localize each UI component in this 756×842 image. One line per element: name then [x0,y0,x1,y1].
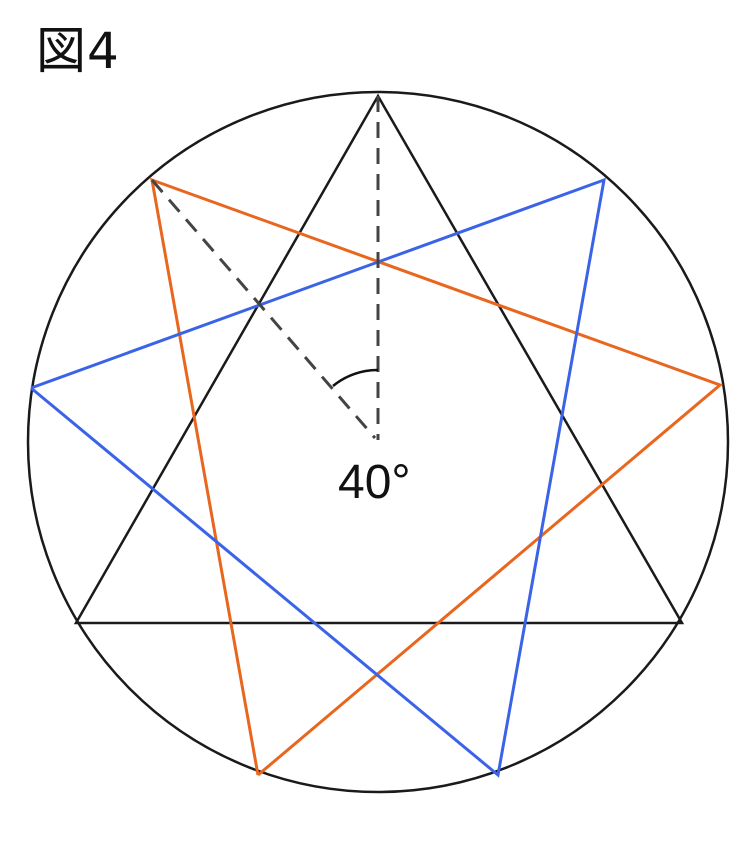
inscribed-triangle [73,93,685,625]
blue-star-path [30,177,606,778]
figure-label: 図4 [36,22,120,80]
outer-circle [26,90,730,794]
orange-star-path [150,177,723,777]
dashed-radius-diagonal [150,179,377,439]
angle-arc [332,368,379,387]
angle-label: 40° [338,456,411,509]
